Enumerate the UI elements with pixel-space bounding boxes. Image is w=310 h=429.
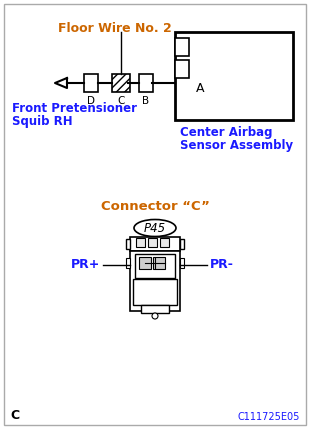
Text: Front Pretensioner: Front Pretensioner bbox=[12, 102, 137, 115]
Text: PR-: PR- bbox=[210, 259, 234, 272]
Text: Floor Wire No. 2: Floor Wire No. 2 bbox=[58, 22, 172, 35]
Text: Sensor Assembly: Sensor Assembly bbox=[180, 139, 293, 152]
Bar bbox=[126, 258, 130, 268]
Text: C111725E05: C111725E05 bbox=[238, 412, 300, 422]
Circle shape bbox=[152, 313, 158, 319]
Ellipse shape bbox=[134, 220, 176, 236]
Bar bbox=[112, 74, 130, 92]
Text: PR+: PR+ bbox=[71, 259, 100, 272]
Text: P45: P45 bbox=[144, 221, 166, 235]
Bar bbox=[175, 60, 189, 78]
Bar bbox=[130, 251, 180, 311]
Text: B: B bbox=[142, 96, 149, 106]
Bar bbox=[180, 258, 184, 268]
Text: D: D bbox=[87, 96, 95, 106]
Bar bbox=[141, 305, 169, 313]
Bar bbox=[180, 239, 184, 249]
Bar bbox=[136, 238, 145, 247]
Bar bbox=[135, 254, 175, 278]
Bar bbox=[160, 238, 169, 247]
Text: C: C bbox=[117, 96, 125, 106]
Text: Center Airbag: Center Airbag bbox=[180, 126, 272, 139]
Bar bbox=[175, 38, 189, 56]
Bar bbox=[133, 279, 177, 305]
Text: Squib RH: Squib RH bbox=[12, 115, 73, 128]
Bar bbox=[153, 257, 165, 269]
Bar bbox=[175, 32, 293, 120]
Bar bbox=[126, 239, 130, 249]
Text: C: C bbox=[10, 409, 19, 422]
Bar bbox=[130, 237, 180, 251]
Text: Connector “C”: Connector “C” bbox=[100, 200, 210, 213]
Text: A: A bbox=[196, 82, 205, 94]
Bar bbox=[139, 257, 151, 269]
Bar bbox=[84, 74, 98, 92]
Bar bbox=[148, 238, 157, 247]
Bar bbox=[139, 74, 153, 92]
